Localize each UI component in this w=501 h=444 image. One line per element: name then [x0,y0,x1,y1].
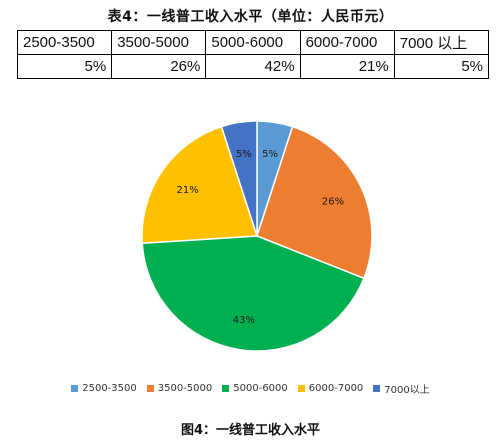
table-value-cell: 42% [205,54,301,79]
legend-item: 2500-3500 [71,381,137,396]
slice-data-label: 5% [262,149,278,160]
pie-slice [141,125,259,245]
income-table: 2500-3500 3500-5000 5000-6000 6000-7000 … [16,30,490,79]
legend-item: 6000-7000 [297,381,364,396]
table-header-cell: 6000-7000 [299,30,395,55]
slice-data-label: 5% [236,149,252,160]
pie-slice [141,235,365,352]
slice-data-label: 21% [176,185,198,196]
legend-label: 7000以上 [384,385,430,396]
slice-data-label: 26% [322,196,344,207]
pie-slice [220,120,258,237]
table-header-row: 2500-3500 3500-5000 5000-6000 6000-7000 … [16,30,490,55]
legend-label: 6000-7000 [308,383,364,394]
table-header-cell: 5000-6000 [205,30,301,55]
legend-label: 2500-3500 [82,383,137,394]
table-value-cell: 5% [16,54,113,79]
table-value-cell: 5% [393,54,490,79]
legend-label: 3500-5000 [157,383,213,394]
chart-legend: 2500-3500 3500-5000 5000-6000 6000-7000 7000… [0,381,501,396]
table-value-cell: 21% [299,54,395,79]
legend-swatch [373,385,381,392]
table-title: 表4：一线普工收入水平（单位：人民币元） [107,9,394,25]
legend-swatch [222,385,230,392]
table-value-row: 5% 26% 42% 21% 5% [16,54,490,79]
legend-swatch [297,385,305,392]
table-header-cell: 2500-3500 [16,30,113,55]
legend-item: 5000-6000 [222,381,288,396]
slice-data-label: 43% [233,315,255,326]
pie-slice [256,125,373,280]
legend-swatch [71,385,79,392]
legend-label: 5000-6000 [233,383,288,394]
figure-caption: 图4：一线普工收入水平 [180,423,321,438]
legend-item: 3500-5000 [146,381,213,396]
table-header-cell: 3500-5000 [111,30,207,55]
table-value-cell: 26% [111,54,207,79]
legend-swatch [146,385,154,392]
legend-item: 7000以上 [373,381,430,396]
